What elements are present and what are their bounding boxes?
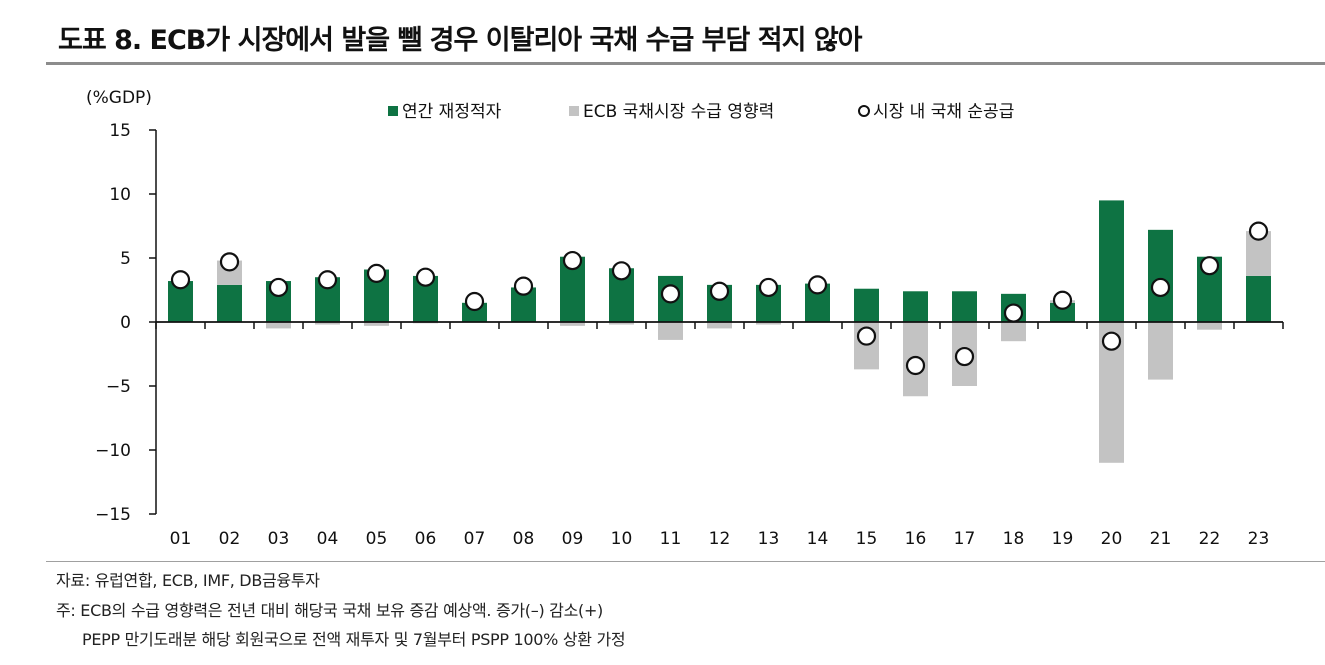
x-tick-label: 11: [660, 529, 682, 549]
x-tick-label: 16: [905, 529, 927, 549]
x-tick-label: 10: [611, 529, 633, 549]
x-tick-label: 05: [366, 529, 388, 549]
deficit-bar: [952, 291, 977, 322]
x-tick-label: 12: [709, 529, 731, 549]
net-supply-point: [170, 270, 191, 290]
y-tick-label: 5: [120, 249, 131, 269]
net-supply-point: [1052, 290, 1073, 310]
legend-swatch: [569, 106, 579, 116]
title-divider: [46, 62, 1325, 65]
net-supply-point: [1003, 303, 1024, 323]
y-tick-label: −15: [95, 505, 131, 525]
net-supply-point: [856, 326, 877, 346]
legend-label: 연간 재정적자: [402, 102, 502, 122]
ecb-bar: [315, 322, 340, 325]
x-tick-label: 15: [856, 529, 878, 549]
legend-swatch: [858, 105, 870, 117]
source-note: 자료: 유럽연합, ECB, IMF, DB금융투자: [56, 571, 320, 590]
ecb-bar: [364, 322, 389, 326]
net-supply-point: [954, 346, 975, 367]
ecb-bar: [707, 322, 732, 329]
legend-swatch: [388, 106, 398, 116]
ecb-bar: [1001, 322, 1026, 342]
x-tick-label: 02: [219, 529, 241, 549]
net-supply-point: [1199, 256, 1220, 276]
net-supply-point: [268, 277, 289, 298]
x-tick-label: 19: [1052, 529, 1074, 549]
chart-title: 도표 8. ECB가 시장에서 발을 뺄 경우 이탈리아 국채 수급 부담 적지…: [58, 25, 863, 56]
x-tick-label: 18: [1003, 529, 1025, 549]
net-supply-point: [562, 250, 583, 271]
deficit-bar: [217, 284, 242, 322]
net-supply-point: [807, 275, 828, 295]
net-supply-point: [709, 281, 730, 301]
x-tick-label: 14: [807, 529, 829, 549]
footnote-2: PEPP 만기도래분 해당 회원국으로 전액 재투자 및 7월부터 PSPP 1…: [82, 630, 626, 649]
deficit-bar: [854, 288, 879, 322]
y-tick-label: −5: [106, 377, 131, 397]
deficit-bar: [1099, 200, 1124, 322]
legend-label: ECB 국채시장 수급 영향력: [583, 102, 774, 122]
net-supply-point: [1150, 277, 1171, 298]
net-supply-point: [219, 252, 240, 272]
x-tick-label: 23: [1248, 529, 1270, 549]
ecb-bar: [756, 322, 781, 325]
y-axis-label: (%GDP): [86, 88, 152, 108]
bar-chart: 15 10 5 0 −5 −10 −15 01 02 03 04 05 06 07 08 09 10 11 12 13…: [86, 88, 1284, 549]
deficit-bar: [903, 291, 928, 322]
footer-divider: [46, 561, 1325, 562]
x-tick-label: 07: [464, 529, 486, 549]
x-tick-label: 06: [415, 529, 437, 549]
x-tick-label: 17: [954, 529, 976, 549]
net-supply-point: [513, 276, 534, 296]
y-tick-label: 15: [109, 121, 131, 141]
net-supply-point: [1248, 221, 1269, 241]
ecb-bar: [1197, 322, 1222, 330]
footnote-1: 주: ECB의 수급 영향력은 전년 대비 해당국 국채 보유 증감 예상액. …: [56, 601, 604, 620]
ecb-bar: [560, 322, 585, 326]
legend-label: 시장 내 국채 순공급: [873, 102, 1014, 122]
x-tick-label: 08: [513, 529, 535, 549]
net-supply-point: [464, 291, 485, 312]
y-tick-label: −10: [95, 441, 131, 461]
ecb-bar: [609, 322, 634, 325]
x-tick-label: 21: [1150, 529, 1172, 549]
ecb-bar: [658, 322, 683, 340]
net-supply-point: [366, 263, 387, 283]
net-supply-point: [611, 261, 632, 281]
net-supply-point: [415, 267, 436, 287]
ecb-bar: [1148, 322, 1173, 380]
x-tick-label: 01: [170, 529, 192, 549]
x-tick-label: 04: [317, 529, 339, 549]
ecb-bar: [266, 322, 291, 329]
deficit-bar: [1148, 229, 1173, 322]
y-tick-label: 0: [120, 313, 131, 333]
y-tick-label: 10: [109, 185, 131, 205]
net-supply-point: [660, 284, 681, 304]
deficit-bar: [1050, 302, 1075, 322]
net-supply-point: [317, 270, 338, 290]
net-supply-point: [905, 355, 926, 376]
x-tick-label: 20: [1101, 529, 1123, 549]
net-supply-point: [758, 277, 779, 298]
x-tick-label: 09: [562, 529, 584, 549]
x-tick-label: 22: [1199, 529, 1221, 549]
net-supply-point: [1101, 331, 1122, 351]
deficit-bar: [1246, 275, 1271, 322]
x-tick-label: 03: [268, 529, 290, 549]
x-tick-label: 13: [758, 529, 780, 549]
